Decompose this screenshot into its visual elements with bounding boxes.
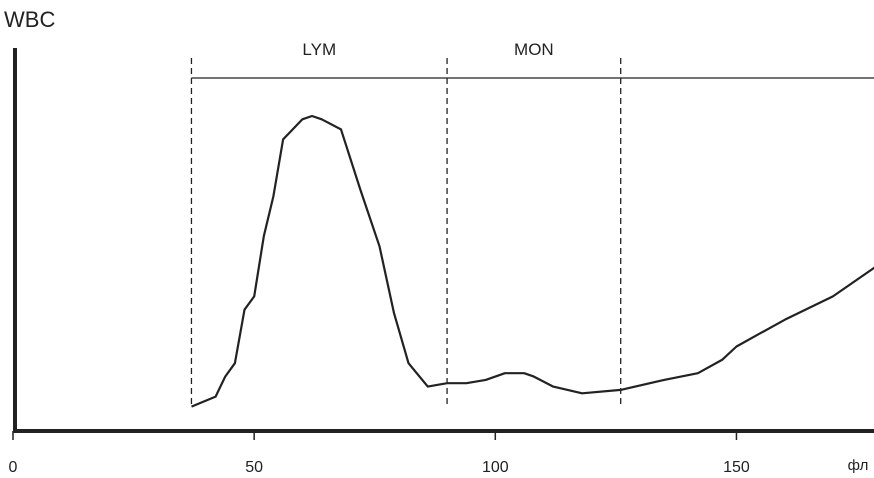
region-markers: LYMMONGRA [190, 40, 874, 408]
x-unit-label: фл [848, 457, 869, 474]
chart-title: WBC [4, 7, 55, 32]
region-label-mon: MON [514, 40, 554, 59]
x-tick-label-50: 50 [245, 459, 263, 476]
region-label-lym: LYM [302, 40, 336, 59]
series-line [191, 114, 874, 408]
x-tick-label-100: 100 [482, 459, 509, 476]
axes [13, 48, 874, 433]
x-tick-label-150: 150 [723, 459, 750, 476]
x-tick-label-0: 0 [9, 459, 18, 476]
x-ticks: 050100150200250300 [9, 431, 750, 476]
plot-area [191, 114, 874, 408]
